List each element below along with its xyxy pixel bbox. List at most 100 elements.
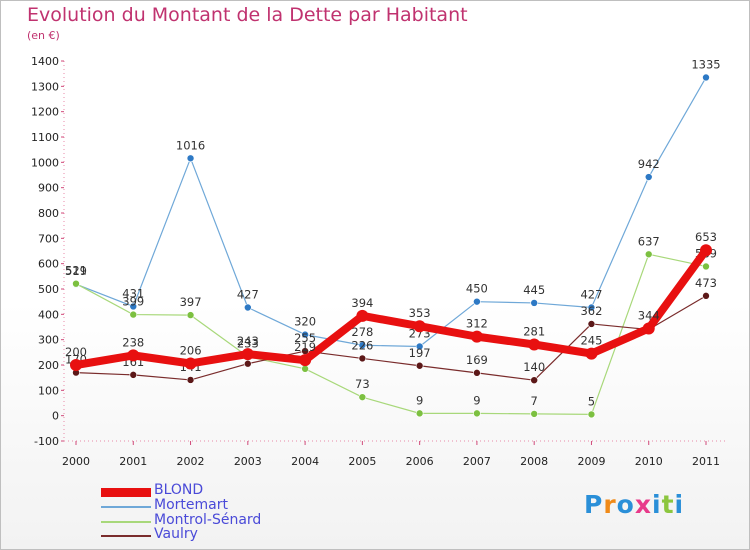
y-tick-label: 400	[38, 308, 59, 321]
x-tick-label: 2009	[577, 455, 605, 468]
data-label-mortemart: 942	[638, 157, 660, 171]
data-label-vaulry: 362	[580, 304, 602, 318]
data-label-mortemart: 450	[466, 282, 488, 296]
legend-label-montrol-senard: Montrol-Sénard	[154, 512, 262, 528]
data-point-blond	[700, 244, 712, 257]
y-tick-label: 1300	[31, 80, 59, 93]
data-label-mortemart: 320	[294, 315, 316, 329]
data-label-mortemart: 1335	[691, 57, 720, 71]
data-label-blond: 312	[466, 317, 488, 331]
data-point-mortemart	[301, 330, 309, 339]
series-line-montrol-s-nard	[75, 253, 707, 415]
data-point-vaulry	[473, 369, 481, 377]
data-point-vaulry	[587, 320, 596, 328]
chart-title: Evolution du Montant de la Dette par Hab…	[27, 4, 468, 26]
unit-label: (en €)	[27, 29, 60, 42]
data-point-montrol-s-nard	[186, 311, 195, 319]
legend-swatch-montrol-senard	[101, 521, 151, 523]
data-label-blond: 219	[294, 340, 316, 354]
x-tick-label: 2008	[520, 455, 548, 468]
y-tick-label: 0	[52, 410, 59, 423]
data-point-blond	[642, 322, 655, 335]
data-label-montrol-s-nard: 637	[638, 234, 660, 248]
data-point-vaulry	[415, 361, 424, 370]
data-point-blond	[528, 338, 541, 351]
data-label-vaulry: 140	[523, 360, 545, 374]
logo-letter: o	[616, 490, 635, 519]
x-tick-label: 2003	[234, 455, 262, 468]
series-line-blond	[72, 246, 710, 369]
data-label-mortemart: 278	[351, 325, 373, 339]
x-tick-label: 2004	[291, 455, 319, 468]
data-label-montrol-s-nard: 9	[473, 393, 480, 407]
data-point-blond	[70, 359, 82, 371]
data-label-blond: 200	[65, 345, 87, 359]
y-tick-label: 500	[38, 283, 59, 296]
data-label-mortemart: 431	[122, 286, 144, 300]
y-tick-label: 700	[38, 232, 59, 245]
data-point-vaulry	[129, 371, 138, 379]
x-tick-label: 2007	[463, 455, 491, 468]
data-label-blond: 394	[351, 296, 373, 310]
data-label-vaulry: 255	[294, 331, 316, 345]
data-point-mortemart	[244, 303, 252, 312]
y-tick-label: 200	[38, 359, 59, 372]
legend-label-mortemart: Mortemart	[154, 497, 228, 513]
x-tick-label: 2005	[348, 455, 376, 468]
legend-label-blond: BLOND	[154, 482, 204, 498]
data-point-montrol-s-nard	[301, 364, 309, 373]
data-label-montrol-s-nard: 9	[416, 393, 423, 407]
x-tick-label: 2000	[62, 455, 90, 468]
y-tick-label: 1100	[31, 131, 59, 144]
data-point-montrol-s-nard	[530, 410, 538, 418]
data-point-blond	[127, 349, 140, 362]
data-point-vaulry	[702, 292, 710, 300]
data-label-blond: 281	[523, 324, 545, 338]
proxiti-logo: Proxiti	[584, 490, 684, 519]
logo-letter: i	[652, 490, 662, 519]
data-point-mortemart	[415, 342, 424, 351]
data-point-montrol-s-nard	[587, 410, 596, 419]
data-point-blond	[470, 330, 483, 343]
data-point-mortemart	[530, 299, 538, 307]
y-tick-label: 1000	[31, 156, 59, 169]
data-label-vaulry: 226	[351, 338, 373, 352]
data-label-blond: 245	[580, 334, 602, 348]
data-point-vaulry	[186, 376, 195, 384]
data-label-montrol-s-nard: 73	[355, 377, 370, 391]
legend-swatch-mortemart	[101, 506, 151, 508]
data-label-vaulry: 197	[409, 346, 431, 360]
data-label-blond: 353	[409, 306, 431, 320]
data-label-vaulry: 169	[466, 353, 488, 367]
y-tick-label: 300	[38, 334, 59, 347]
x-tick-label: 2011	[692, 455, 720, 468]
data-point-vaulry	[530, 376, 538, 385]
y-tick-label: 1400	[31, 55, 59, 68]
data-point-montrol-s-nard	[644, 250, 653, 259]
data-point-mortemart	[587, 303, 596, 312]
series-line-vaulry	[75, 295, 707, 381]
logo-letter: t	[661, 490, 675, 519]
x-tick-label: 2006	[406, 455, 434, 468]
y-tick-label: 100	[38, 384, 59, 397]
data-label-mortemart: 445	[523, 283, 545, 297]
data-point-montrol-s-nard	[473, 409, 481, 418]
data-label-mortemart: 519	[65, 264, 87, 278]
data-point-montrol-s-nard	[415, 409, 424, 418]
data-point-blond	[299, 354, 312, 367]
data-label-mortemart: 1016	[176, 138, 205, 152]
y-tick-label: 900	[38, 182, 59, 195]
y-tick-label: 1200	[31, 106, 59, 119]
data-label-blond: 206	[180, 343, 202, 357]
data-label-montrol-s-nard: 5	[588, 394, 595, 408]
data-label-mortemart: 427	[237, 287, 259, 301]
data-point-montrol-s-nard	[129, 310, 138, 319]
data-point-mortemart	[473, 297, 481, 306]
data-point-mortemart	[702, 73, 710, 82]
data-point-blond	[184, 357, 197, 370]
data-label-montrol-s-nard: 233	[237, 337, 259, 351]
data-label-mortemart: 427	[580, 287, 602, 301]
data-label-montrol-s-nard: 521	[65, 264, 87, 278]
logo-letter: x	[634, 490, 652, 519]
